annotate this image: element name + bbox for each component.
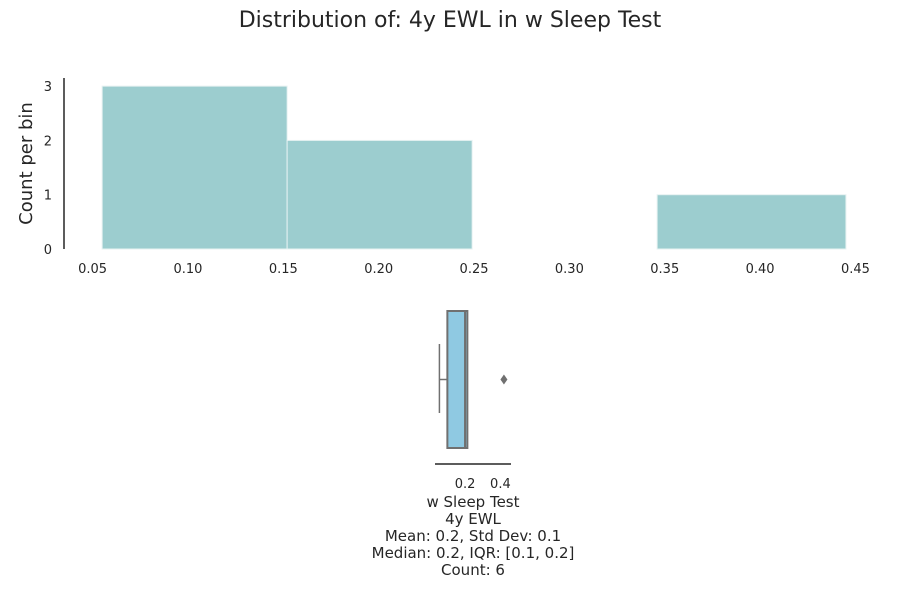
y-tick-label: 2 — [44, 134, 52, 149]
x-tick-label: 0.25 — [460, 262, 489, 277]
x-tick-label: 0.20 — [364, 262, 393, 277]
x-tick-label: 0.10 — [173, 262, 202, 277]
x-tick-label: 0.05 — [78, 262, 107, 277]
chart-title: Distribution of: 4y EWL in w Sleep Test — [238, 8, 662, 33]
y-axis-label: Count per bin — [16, 102, 37, 225]
x-tick-label: 0.15 — [269, 262, 298, 277]
x-tick-label: 0.35 — [650, 262, 679, 277]
y-tick-label: 1 — [44, 189, 52, 204]
stats-line-count: Count: 6 — [441, 561, 505, 579]
boxplot: 0.2 0.4 — [435, 310, 511, 492]
stats-line-median: Median: 0.2, IQR: [0.1, 0.2] — [371, 544, 575, 562]
x-tick-label: 0.45 — [841, 262, 870, 277]
box-x-tick-label: 0.4 — [490, 477, 511, 492]
histogram-bar-1 — [286, 139, 473, 250]
stats-line-variable: 4y EWL — [445, 510, 501, 528]
histogram-bar-0 — [101, 85, 288, 250]
box-iqr — [446, 310, 469, 449]
summary-stats: w Sleep Test 4y EWL Mean: 0.2, Std Dev: … — [250, 494, 696, 579]
y-tick-label: 0 — [44, 243, 52, 258]
y-tick-label: 3 — [44, 80, 52, 95]
outlier-point-0 — [500, 374, 508, 385]
histogram: 0 1 2 3 0.05 0.10 0.15 0.20 0.25 0.30 0.35 0.40 0.45… — [16, 78, 870, 277]
x-tick-label: 0.40 — [746, 262, 775, 277]
x-tick-label: 0.30 — [555, 262, 584, 277]
histogram-bar-3 — [656, 194, 847, 250]
stats-line-group: w Sleep Test — [426, 493, 520, 511]
box-x-tick-label: 0.2 — [455, 477, 476, 492]
stats-line-mean: Mean: 0.2, Std Dev: 0.1 — [384, 527, 562, 545]
